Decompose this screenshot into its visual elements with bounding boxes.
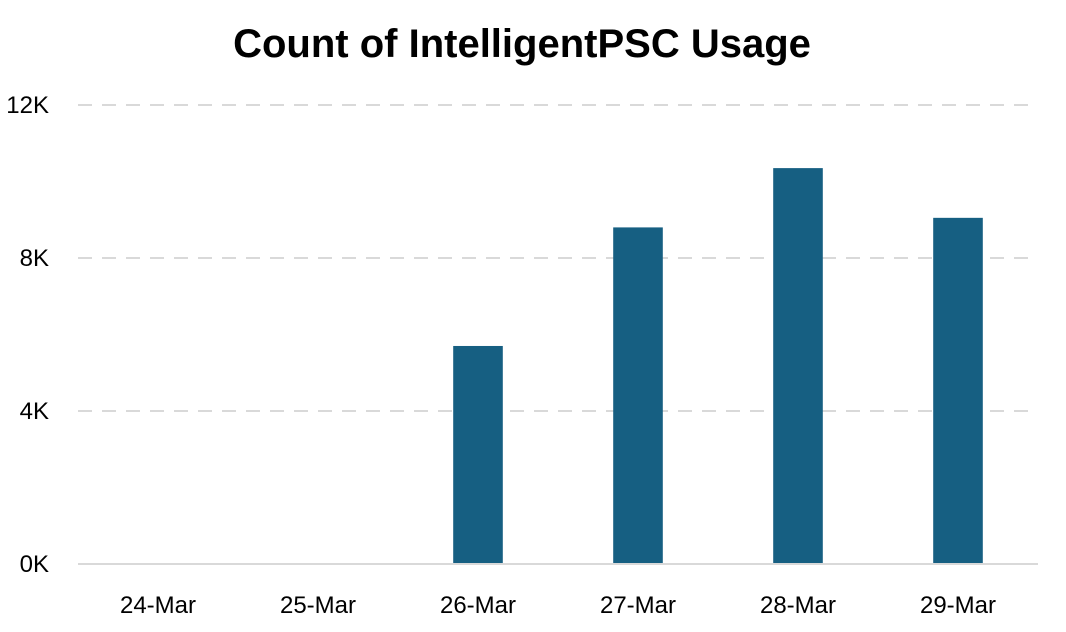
x-tick-label: 27-Mar [600, 592, 676, 619]
x-tick-label: 25-Mar [280, 592, 356, 619]
y-tick-label: 4K [20, 398, 49, 425]
bar [453, 345, 503, 564]
chart-title: Count of IntelligentPSC Usage [233, 22, 811, 66]
bars [453, 168, 983, 565]
gridlines [78, 104, 1038, 412]
x-tick-label: 28-Mar [760, 592, 836, 619]
bar [933, 217, 983, 564]
bar [773, 168, 823, 565]
y-axis: 0K 4K 8K 12K [6, 92, 49, 578]
y-tick-label: 8K [20, 245, 49, 272]
y-tick-label: 0K [20, 551, 49, 578]
x-tick-label: 26-Mar [440, 592, 516, 619]
bar [613, 227, 663, 564]
x-tick-label: 24-Mar [120, 592, 196, 619]
y-tick-label: 12K [6, 92, 49, 119]
x-axis: 24-Mar 25-Mar 26-Mar 27-Mar 28-Mar 29-Mar [120, 592, 996, 619]
x-tick-label: 29-Mar [920, 592, 996, 619]
